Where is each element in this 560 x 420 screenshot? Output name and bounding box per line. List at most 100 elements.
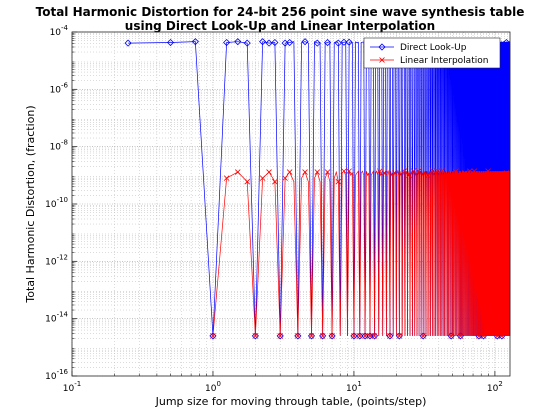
data-point-marker — [244, 178, 251, 185]
data-point-marker — [345, 38, 353, 46]
data-point-marker — [259, 38, 267, 46]
data-point-marker — [329, 333, 335, 339]
data-point-marker — [223, 175, 230, 181]
data-point-marker — [235, 169, 241, 175]
data-point-marker — [334, 39, 342, 47]
x-tick-label: 101 — [346, 380, 362, 394]
legend-marker — [379, 57, 385, 63]
data-point-marker — [350, 332, 358, 340]
data-point-marker — [471, 168, 478, 174]
legend-entry-label: Linear Interpolation — [400, 56, 488, 66]
y-axis-label: Total Harmonic Distortion, (fraction) — [24, 105, 37, 303]
data-point-marker — [234, 38, 242, 46]
data-point-marker — [370, 332, 379, 340]
data-point-marker — [387, 333, 393, 339]
data-point-marker — [259, 175, 266, 181]
data-point-marker — [210, 333, 216, 339]
data-point-marker — [302, 169, 308, 175]
data-point-marker — [272, 178, 278, 185]
data-point-marker — [356, 332, 364, 340]
data-point-marker — [476, 333, 482, 339]
data-point-marker — [361, 332, 369, 340]
x-tick-label: 10-1 — [63, 380, 81, 394]
data-point-marker — [295, 333, 301, 339]
data-point-marker — [335, 178, 342, 185]
data-point-marker — [395, 332, 403, 340]
data-point-marker — [286, 169, 293, 175]
y-tick-label: 10-6 — [50, 81, 69, 95]
data-point-marker — [282, 175, 288, 181]
data-point-marker — [457, 333, 464, 339]
chart-subtitle: using Direct Look-Up and Linear Interpol… — [125, 19, 435, 33]
data-point-marker — [265, 39, 273, 47]
data-point-marker — [319, 333, 326, 339]
data-point-marker — [434, 168, 441, 174]
data-point-marker — [251, 332, 259, 340]
data-point-marker — [209, 332, 217, 340]
data-point-marker — [271, 38, 279, 47]
data-point-marker — [124, 39, 132, 47]
data-point-marker — [406, 172, 412, 179]
data-point-marker — [447, 332, 455, 340]
y-tick-label: 10-12 — [45, 253, 68, 267]
data-point-marker — [392, 170, 398, 176]
data-point-marker — [314, 169, 321, 175]
data-point-marker — [313, 39, 321, 47]
data-point-marker — [448, 333, 454, 339]
data-point-marker — [341, 168, 347, 174]
data-point-marker — [485, 168, 491, 174]
data-point-marker — [328, 332, 336, 340]
data-point-marker — [462, 170, 468, 176]
data-point-marker — [307, 332, 316, 340]
chart-title: Total Harmonic Distortion for 24-bit 256… — [36, 5, 525, 19]
data-point-marker — [401, 168, 408, 174]
data-point-marker — [502, 38, 510, 47]
data-point-marker — [415, 168, 422, 174]
data-point-marker — [351, 333, 357, 339]
data-point-marker — [396, 333, 403, 339]
y-tick-label: 10-16 — [45, 368, 68, 382]
y-tick-label: 10-8 — [50, 139, 68, 153]
data-point-marker — [243, 39, 251, 47]
legend-box — [363, 37, 501, 69]
data-point-marker — [362, 333, 368, 339]
data-point-marker — [443, 172, 450, 179]
data-point-marker — [425, 172, 431, 179]
data-point-marker — [301, 38, 309, 46]
data-point-marker — [319, 332, 327, 340]
data-point-marker — [308, 333, 315, 339]
data-point-marker — [489, 172, 496, 179]
data-point-marker — [386, 332, 394, 340]
legend: Direct Look-Up Linear Interpolation — [363, 37, 501, 69]
axis-ticks: 10-1 100 101 102 10-16 10-14 10-12 10-10 10-8 10-… — [45, 24, 503, 394]
y-tick-label: 10-10 — [45, 196, 68, 210]
legend-entry-label: Direct Look-Up — [400, 43, 467, 53]
data-point-marker — [466, 168, 473, 174]
data-point-marker — [340, 38, 348, 46]
data-point-marker — [420, 333, 426, 339]
data-point-marker — [324, 169, 331, 175]
y-tick-label: 10-14 — [45, 311, 68, 325]
data-point-marker — [223, 38, 231, 47]
series-markers-1 — [210, 168, 510, 339]
data-point-marker — [294, 332, 302, 340]
data-point-marker — [429, 168, 436, 174]
data-point-marker — [439, 168, 445, 174]
data-point-marker — [356, 333, 363, 339]
data-point-marker — [323, 38, 332, 47]
data-point-marker — [286, 38, 294, 47]
x-tick-label: 102 — [487, 380, 503, 394]
data-point-marker — [381, 170, 388, 176]
data-point-marker — [277, 333, 284, 339]
data-point-marker — [371, 333, 378, 339]
data-point-marker — [166, 38, 175, 47]
legend-marker — [378, 43, 386, 51]
x-axis-label: Jump size for moving through table, (poi… — [155, 395, 427, 408]
data-point-marker — [266, 169, 272, 175]
x-tick-label: 100 — [205, 380, 221, 394]
data-point-marker — [410, 168, 417, 174]
data-point-marker — [494, 333, 501, 339]
data-point-marker — [252, 333, 259, 339]
data-point-marker — [480, 333, 487, 339]
